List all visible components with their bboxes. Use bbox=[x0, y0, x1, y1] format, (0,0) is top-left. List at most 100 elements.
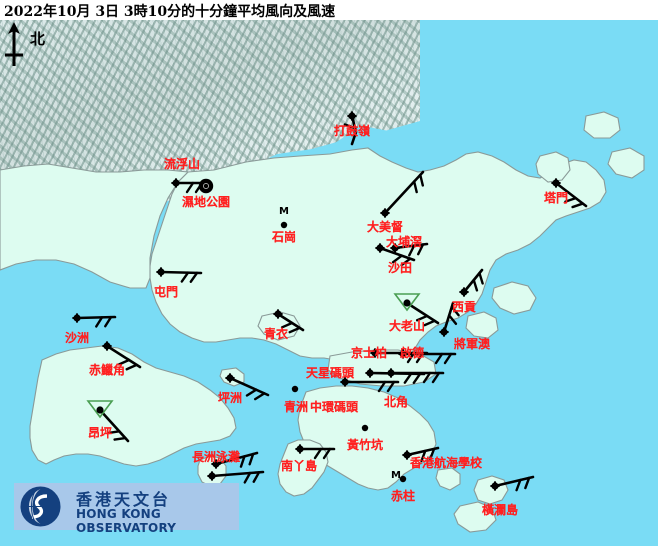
wind-barb-feather bbox=[180, 271, 190, 283]
missing-data-flag: M bbox=[391, 470, 401, 481]
wind-barb bbox=[105, 344, 142, 369]
wind-barb-feather bbox=[422, 371, 432, 384]
station-label: 香港航海學校 bbox=[409, 456, 483, 470]
station-label: 塔門 bbox=[543, 191, 569, 205]
station-marker-dot[interactable] bbox=[291, 385, 299, 393]
station-marker-star-spikes bbox=[439, 327, 449, 337]
land-port-shelter-isle bbox=[465, 311, 499, 339]
wind-barb-feather bbox=[125, 363, 138, 371]
title-bar: 2022年10月 3日 3時10分的十分鐘平均風向及風速 bbox=[0, 0, 658, 20]
land-po-toi bbox=[435, 467, 461, 491]
station-marker-dot[interactable] bbox=[361, 424, 369, 432]
station-marker-star-spikes bbox=[347, 111, 357, 121]
station-marker-star-spikes bbox=[207, 471, 217, 481]
wind-barb-feather bbox=[288, 326, 301, 334]
station-marker-star-spikes bbox=[273, 309, 283, 319]
station-marker-circle[interactable] bbox=[203, 183, 209, 189]
land-new-territories bbox=[149, 147, 607, 371]
station-label: 沙田 bbox=[387, 261, 413, 275]
wind-barb-feather bbox=[104, 315, 113, 328]
station-marker-star[interactable] bbox=[403, 299, 411, 307]
station-marker-star-spikes bbox=[171, 178, 181, 188]
wind-barb-feather bbox=[412, 180, 418, 194]
missing-data-flag: M bbox=[279, 206, 289, 217]
wind-barb bbox=[228, 376, 270, 397]
station-marker-star-spikes bbox=[370, 348, 380, 358]
north-arrow-icon bbox=[5, 22, 23, 66]
wind-barb-feather bbox=[443, 352, 453, 365]
station-marker-dot[interactable] bbox=[280, 221, 288, 229]
land-sai-kung-isles bbox=[491, 281, 537, 315]
station-label: 流浮山 bbox=[163, 157, 201, 171]
station-marker-dot[interactable] bbox=[399, 475, 407, 483]
station-marker-star-spikes bbox=[375, 243, 385, 253]
station-marker-star-spikes bbox=[211, 459, 221, 469]
wind-barb-feather bbox=[391, 254, 403, 264]
station-marker-star-spikes bbox=[490, 481, 500, 491]
wind-barb-feather bbox=[429, 447, 436, 461]
wind-barb-feather bbox=[248, 452, 255, 466]
station-marker-layer[interactable] bbox=[0, 20, 658, 546]
station-marker-star-spikes bbox=[551, 178, 561, 188]
station-marker-star-spikes bbox=[225, 373, 235, 383]
wind-barb-feather bbox=[117, 358, 131, 366]
hko-name-english: HONG KONG OBSERVATORY bbox=[76, 507, 177, 535]
station-marker-star-spikes bbox=[398, 349, 408, 359]
station-marker-triangle[interactable] bbox=[393, 293, 421, 312]
station-label: 北角 bbox=[383, 395, 409, 409]
page-title: 2022年10月 3日 3時10分的十分鐘平均風向及風速 bbox=[4, 4, 336, 20]
hko-globe-icon bbox=[20, 486, 61, 527]
wind-barb-feather bbox=[524, 476, 531, 490]
wind-barb-feather bbox=[431, 371, 441, 384]
wind-barb-feather bbox=[400, 257, 412, 267]
station-marker-star-spikes bbox=[390, 243, 400, 253]
hko-name-chinese: 香港天文台 bbox=[76, 490, 172, 509]
wind-barb-feather bbox=[571, 202, 585, 209]
wind-barb-feather bbox=[245, 388, 258, 397]
wind-barb-feather bbox=[280, 321, 294, 329]
wind-barb-feather bbox=[377, 380, 387, 393]
wind-barb bbox=[214, 451, 259, 466]
land-lamma bbox=[277, 439, 329, 497]
land-mainland-lower bbox=[0, 163, 190, 289]
wind-barb-feather bbox=[107, 430, 121, 435]
wind-barb-feather bbox=[343, 123, 357, 130]
station-label: 青洲 bbox=[283, 400, 309, 414]
station-label: 赤柱 bbox=[390, 489, 416, 503]
station-label: 昂坪 bbox=[87, 426, 113, 440]
station-label: 打鼓嶺 bbox=[333, 124, 371, 138]
wind-barb bbox=[210, 470, 265, 478]
station-label: 濕地公園 bbox=[181, 195, 231, 209]
wind-barb-feather bbox=[564, 196, 577, 203]
wind-barb-feather bbox=[434, 352, 444, 365]
wind-barb bbox=[98, 408, 130, 443]
station-marker-star-spikes bbox=[340, 377, 350, 387]
station-label: 將軍澳 bbox=[453, 337, 491, 351]
station-marker-triangle[interactable] bbox=[86, 400, 114, 419]
station-marker-star-spikes bbox=[72, 313, 82, 323]
wind-barb-feather bbox=[420, 449, 427, 463]
station-marker-star-spikes bbox=[295, 444, 305, 454]
hko-logo: 香港天文台 HONG KONG OBSERVATORY bbox=[14, 483, 239, 535]
station-label: 沙洲 bbox=[64, 331, 90, 345]
map-canvas[interactable]: 打鼓嶺 流浮山 濕地公園 石崗 M 大美督 塔門 大埔滘 沙田 屯門 西貢 大老山 將軍澳 沙洲 赤鱲角 青衣… bbox=[0, 20, 658, 546]
land-ne-isle-a bbox=[583, 111, 621, 139]
station-marker-star-spikes bbox=[156, 267, 166, 277]
wind-barb bbox=[378, 246, 416, 262]
wind-barb-feather bbox=[252, 471, 261, 483]
wind-barb-feather bbox=[472, 278, 479, 292]
wind-barb bbox=[405, 301, 440, 325]
wind-barb bbox=[75, 315, 117, 320]
station-marker-star[interactable] bbox=[96, 406, 104, 414]
station-label: 大老山 bbox=[388, 319, 426, 333]
land-lantau bbox=[29, 345, 237, 467]
station-marker-star-spikes bbox=[365, 368, 375, 378]
land-small-island-se bbox=[453, 501, 497, 533]
wind-barb bbox=[383, 170, 425, 215]
station-label: 啟德 bbox=[399, 346, 425, 360]
station-label: 黃竹坑 bbox=[346, 438, 384, 452]
station-label: 中環碼頭 bbox=[309, 400, 359, 414]
station-label: 石崗 bbox=[271, 230, 297, 244]
wind-barb-feather bbox=[515, 478, 522, 492]
